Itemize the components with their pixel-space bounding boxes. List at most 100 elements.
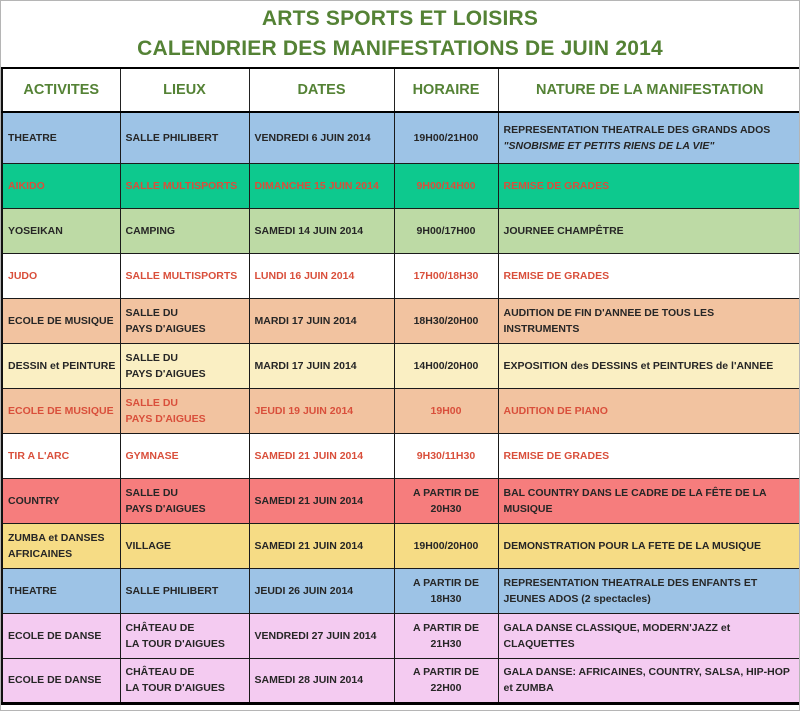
cell-activity: TIR A L'ARC [1,432,121,479]
cell-activity: THEATRE [1,567,121,614]
cell-date: SAMEDI 21 JUIN 2014 [248,432,395,479]
cell-nature: GALA DANSE CLASSIQUE, MODERN'JAZZ et CLA… [497,612,799,659]
cell-date: LUNDI 16 JUIN 2014 [248,252,395,299]
cell-time: A PARTIR DE 21H30 [393,612,499,659]
cell-date: SAMEDI 21 JUIN 2014 [248,477,395,524]
cell-nature: REMISE DE GRADES [497,162,799,209]
cell-nature: REMISE DE GRADES [497,432,799,479]
table-row: ECOLE DE DANSE CHÂTEAU DE LA TOUR D'AIGUE… [1,612,799,659]
cell-location: SALLE DU PAYS D'AIGUES [119,297,250,344]
nature-text: BAL COUNTRY DANS LE CADRE DE LA FÊTE DE … [503,486,767,515]
nature-text: GALA DANSE CLASSIQUE, MODERN'JAZZ et CLA… [503,621,731,650]
table-row: JUDO SALLE MULTISPORTS LUNDI 16 JUIN 2014 1… [1,252,799,299]
table-row: AIKIDO SALLE MULTISPORTS DIMANCHE 15 JUIN … [1,162,799,209]
cell-activity: ZUMBA et DANSES AFRICAINES [1,522,121,569]
nature-text: EXPOSITION des DESSINS et PEINTURES de l… [503,359,774,372]
cell-time: 19H00/20H00 [393,522,499,569]
nature-text: REMISE DE GRADES [503,269,610,282]
table-row: DESSIN et PEINTURE SALLE DU PAYS D'AIGUES… [1,342,799,389]
cell-time: A PARTIR DE 18H30 [393,567,499,614]
cell-activity: ECOLE DE DANSE [1,657,121,704]
table-row: YOSEIKAN CAMPING SAMEDI 14 JUIN 2014 9H00/1… [1,207,799,254]
cell-date: VENDREDI 27 JUIN 2014 [248,612,395,659]
column-header-activites: ACTIVITES [1,67,121,113]
cell-nature: DEMONSTRATION POUR LA FETE DE LA MUSIQUE [497,522,799,569]
cell-location: CHÂTEAU DE LA TOUR D'AIGUES [119,657,250,704]
nature-text: REPRESENTATION THEATRALE DES ENFANTS ET … [503,576,758,605]
cell-date: DIMANCHE 15 JUIN 2014 [248,162,395,209]
cell-time: 18H30/20H00 [393,297,499,344]
table-row: THEATRE SALLE PHILIBERT JEUDI 26 JUIN 2014… [1,567,799,614]
cell-date: MARDI 17 JUIN 2014 [248,297,395,344]
nature-text: GALA DANSE: AFRICAINES, COUNTRY, SALSA, … [503,666,790,694]
cell-location: SALLE MULTISPORTS [119,162,250,209]
table-row: TIR A L'ARC GYMNASE SAMEDI 21 JUIN 2014 9H3… [1,432,799,479]
cell-location: SALLE PHILIBERT [119,567,250,614]
cell-activity: ECOLE DE MUSIQUE [1,297,121,344]
cell-date: SAMEDI 28 JUIN 2014 [248,657,395,704]
cell-location: SALLE PHILIBERT [119,111,250,164]
column-header-lieux: LIEUX [119,67,250,113]
cell-nature: REPRESENTATION THEATRALE DES ENFANTS ET … [497,567,799,614]
cell-activity: JUDO [1,252,121,299]
cell-activity: YOSEIKAN [1,207,121,254]
cell-nature: AUDITION DE FIN D'ANNEE DE TOUS LES INST… [497,297,799,344]
cell-date: JEUDI 19 JUIN 2014 [248,387,395,434]
table-row: ECOLE DE MUSIQUE SALLE DU PAYS D'AIGUES JE… [1,387,799,434]
page-title: ARTS SPORTS ET LOISIRS CALENDRIER DES MA… [1,1,799,67]
cell-time: 19H00 [393,387,499,434]
cell-date: SAMEDI 21 JUIN 2014 [248,522,395,569]
nature-text: JOURNEE CHAMPÊTRE [503,224,624,237]
nature-text: REMISE DE GRADES [503,449,610,462]
nature-text: REMISE DE GRADES [503,179,610,192]
table-row: THEATRE SALLE PHILIBERT VENDREDI 6 JUIN 20… [1,111,799,164]
table-row: COUNTRY SALLE DU PAYS D'AIGUES SAMEDI 21 J… [1,477,799,524]
cell-location: GYMNASE [119,432,250,479]
cell-activity: DESSIN et PEINTURE [1,342,121,389]
column-header-horaire: HORAIRE [393,67,499,113]
cell-nature: REMISE DE GRADES [497,252,799,299]
nature-text: REPRESENTATION THEATRALE DES GRANDS ADOS [503,123,771,136]
cell-nature: JOURNEE CHAMPÊTRE [497,207,799,254]
header-row: ACTIVITES LIEUX DATES HORAIRE NATURE DE … [1,67,799,113]
cell-time: 9H00/17H00 [393,207,499,254]
cell-nature: BAL COUNTRY DANS LE CADRE DE LA FÊTE DE … [497,477,799,524]
cell-nature: EXPOSITION des DESSINS et PEINTURES de l… [497,342,799,389]
cell-time: 14H00/20H00 [393,342,499,389]
cell-location: SALLE DU PAYS D'AIGUES [119,387,250,434]
table-row: ECOLE DE DANSE CHÂTEAU DE LA TOUR D'AIGUE… [1,657,799,704]
column-header-nature: NATURE DE LA MANIFESTATION [497,67,799,113]
cell-nature: AUDITION DE PIANO [497,387,799,434]
cell-time: 9H30/11H30 [393,432,499,479]
events-table: ACTIVITES LIEUX DATES HORAIRE NATURE DE … [1,67,799,705]
title-line-2: CALENDRIER DES MANIFESTATIONS DE JUIN 20… [137,37,663,60]
cell-time: A PARTIR DE 22H00 [393,657,499,704]
nature-text: DEMONSTRATION POUR LA FETE DE LA MUSIQUE [503,539,761,552]
title-line-1: ARTS SPORTS ET LOISIRS [261,7,539,30]
cell-nature: GALA DANSE: AFRICAINES, COUNTRY, SALSA, … [497,657,799,704]
column-header-dates: DATES [248,67,395,113]
cell-time: 17H00/18H30 [393,252,499,299]
cell-time: 19H00/21H00 [393,111,499,164]
cell-location: SALLE DU PAYS D'AIGUES [119,342,250,389]
cell-activity: AIKIDO [1,162,121,209]
cell-date: JEUDI 26 JUIN 2014 [248,567,395,614]
table-row: ECOLE DE MUSIQUE SALLE DU PAYS D'AIGUES MA… [1,297,799,344]
cell-location: SALLE DU PAYS D'AIGUES [119,477,250,524]
nature-text: AUDITION DE FIN D'ANNEE DE TOUS LES INST… [503,306,715,335]
table-row: ZUMBA et DANSES AFRICAINES VILLAGE SAMEDI … [1,522,799,569]
cell-location: VILLAGE [119,522,250,569]
cell-time: A PARTIR DE 20H30 [393,477,499,524]
cell-date: MARDI 17 JUIN 2014 [248,342,395,389]
cell-date: SAMEDI 14 JUIN 2014 [248,207,395,254]
cell-activity: COUNTRY [1,477,121,524]
nature-quote-text: "SNOBISME ET PETITS RIENS DE LA VIE" [503,139,715,152]
nature-text: AUDITION DE PIANO [503,404,608,417]
cell-date: VENDREDI 6 JUIN 2014 [248,111,395,164]
cell-location: SALLE MULTISPORTS [119,252,250,299]
cell-nature: REPRESENTATION THEATRALE DES GRANDS ADOS… [497,111,799,164]
cell-activity: ECOLE DE DANSE [1,612,121,659]
cell-activity: THEATRE [1,111,121,164]
cell-location: CAMPING [119,207,250,254]
